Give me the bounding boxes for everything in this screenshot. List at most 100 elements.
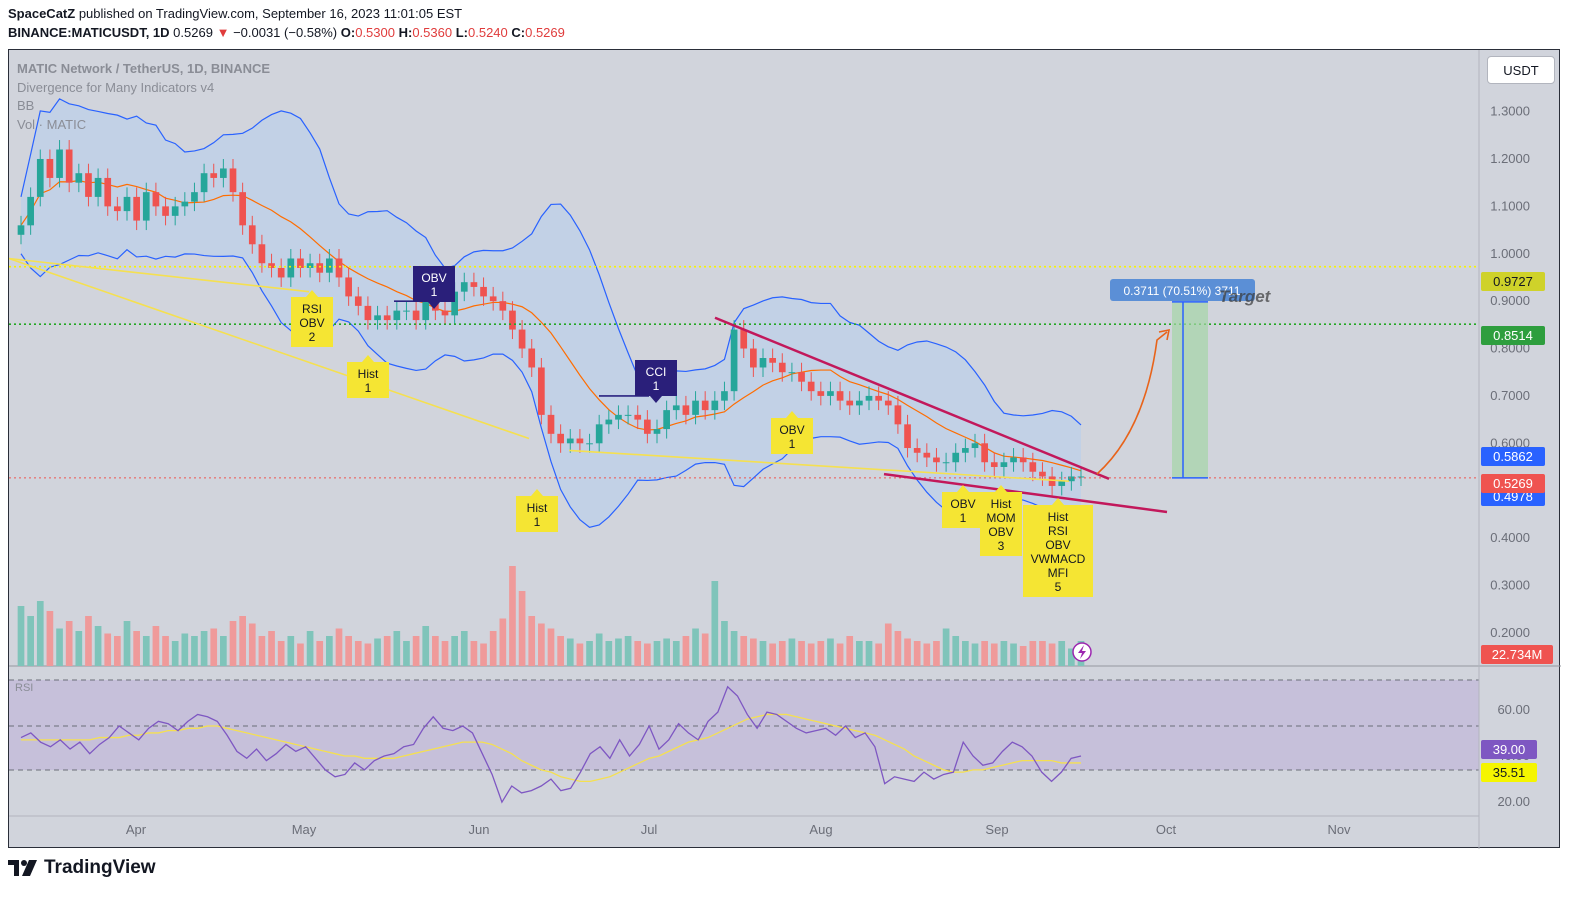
candle-body: [663, 410, 670, 430]
signal-pointer: [995, 485, 1007, 492]
signal-text: OBV: [988, 525, 1013, 539]
legend-indicator-2[interactable]: BB: [17, 98, 34, 113]
candle-body: [480, 286, 487, 297]
publisher-name[interactable]: SpaceCatZ: [8, 6, 76, 21]
candle-body: [576, 438, 584, 444]
volume-bar: [884, 623, 892, 666]
time-tick: Sep: [985, 822, 1008, 837]
price-tick: 1.0000: [1490, 246, 1530, 261]
signal-text: 1: [431, 285, 438, 299]
last-price: 0.5269: [173, 25, 213, 40]
legend-indicator-1[interactable]: Divergence for Many Indicators v4: [17, 80, 214, 95]
candle-body: [923, 452, 931, 458]
candle-body: [142, 192, 150, 221]
volume-bar: [123, 621, 131, 666]
volume-bar: [730, 631, 738, 666]
symbol-label: BINANCE:MATICUSDT, 1D: [8, 25, 170, 40]
candle-body: [894, 405, 902, 425]
volume-bar: [586, 641, 593, 666]
support-line: [8, 257, 530, 440]
candle-body: [277, 267, 285, 278]
candle-body: [586, 443, 593, 445]
volume-bar: [557, 636, 564, 666]
high-value: 0.5360: [412, 25, 453, 40]
rsi-legend[interactable]: RSI: [15, 682, 33, 694]
candle-body: [788, 372, 796, 374]
rsi-ma-line: [21, 713, 1081, 783]
candle-body: [865, 395, 873, 401]
candle-body: [258, 244, 266, 264]
candle-body: [913, 448, 921, 453]
price-tick: 1.3000: [1490, 104, 1530, 119]
chart-svg[interactable]: 1.40001.30001.20001.10001.00000.90000.80…: [8, 50, 1561, 849]
price-tick: 0.9000: [1490, 293, 1530, 308]
volume-bar: [836, 643, 844, 666]
volume-bar: [56, 628, 63, 666]
candle-body: [711, 400, 719, 411]
chart-frame[interactable]: 1.40001.30001.20001.10001.00000.90000.80…: [8, 49, 1561, 849]
candle-body: [750, 348, 757, 368]
candle-body: [942, 462, 950, 464]
measure-label-box[interactable]: [1110, 279, 1255, 301]
signal-text: 1: [653, 379, 660, 393]
volume-bar: [1010, 643, 1017, 666]
candle-body: [306, 263, 314, 268]
candle-body: [200, 173, 208, 193]
volume-bar: [701, 633, 709, 666]
candle-body: [1058, 481, 1066, 486]
candle-body: [518, 329, 526, 349]
tradingview-logo-icon: [8, 860, 37, 876]
signal-box-cci-1: [635, 360, 677, 396]
signal-box-hist-5: [1023, 505, 1093, 597]
badge-volume: 22.734M: [1481, 645, 1553, 664]
candle-body: [730, 329, 738, 392]
candle-body: [672, 405, 680, 411]
candle-body: [152, 192, 160, 207]
volume-bar: [981, 641, 988, 666]
candle-body: [701, 400, 709, 411]
candle-body: [566, 438, 574, 444]
signal-pointer: [1052, 498, 1064, 505]
candle-body: [27, 196, 34, 226]
candle-body: [1048, 476, 1056, 486]
volume-bar: [171, 641, 179, 666]
candle-body: [817, 391, 825, 396]
target-label: Target: [1219, 287, 1272, 306]
candle-body: [827, 391, 834, 396]
volume-bar: [711, 581, 719, 666]
low-label: L:: [455, 25, 468, 40]
volume-bar: [142, 636, 150, 666]
volume-bar: [239, 616, 246, 666]
time-tick: Jul: [641, 822, 658, 837]
candle-body: [624, 414, 632, 416]
volume-bar: [904, 638, 911, 666]
rsi-band: [9, 680, 1479, 770]
volume-bar: [518, 591, 526, 666]
tradingview-logo[interactable]: TradingView: [8, 857, 156, 879]
candle-body: [316, 263, 324, 273]
candle-body: [1077, 476, 1085, 478]
candle-body: [451, 291, 458, 316]
volume-bar: [692, 628, 699, 666]
candle-body: [412, 310, 420, 321]
candle-body: [653, 429, 661, 434]
signal-pointer: [957, 485, 969, 492]
currency-button[interactable]: USDT: [1487, 56, 1555, 84]
volume-bar: [287, 636, 295, 666]
candle-body: [798, 372, 805, 382]
signal-text: 1: [534, 515, 541, 529]
candle-body: [393, 310, 401, 321]
bb-lower: [20, 248, 1082, 528]
candle-body: [962, 448, 969, 453]
volume-bar: [740, 636, 748, 666]
publish-text: published on TradingView.com, September …: [78, 6, 463, 21]
volume-bar: [354, 641, 362, 666]
legend-indicator-3[interactable]: Vol · MATIC: [17, 117, 86, 132]
candle-body: [104, 177, 112, 207]
badge-0-5862-text: 0.5862: [1493, 449, 1533, 464]
candle-body: [374, 315, 381, 321]
rsi-tick: 60.00: [1497, 702, 1530, 717]
volume-bar: [441, 641, 449, 666]
down-arrow-icon: ▼: [216, 25, 230, 40]
candle-body: [248, 225, 256, 245]
